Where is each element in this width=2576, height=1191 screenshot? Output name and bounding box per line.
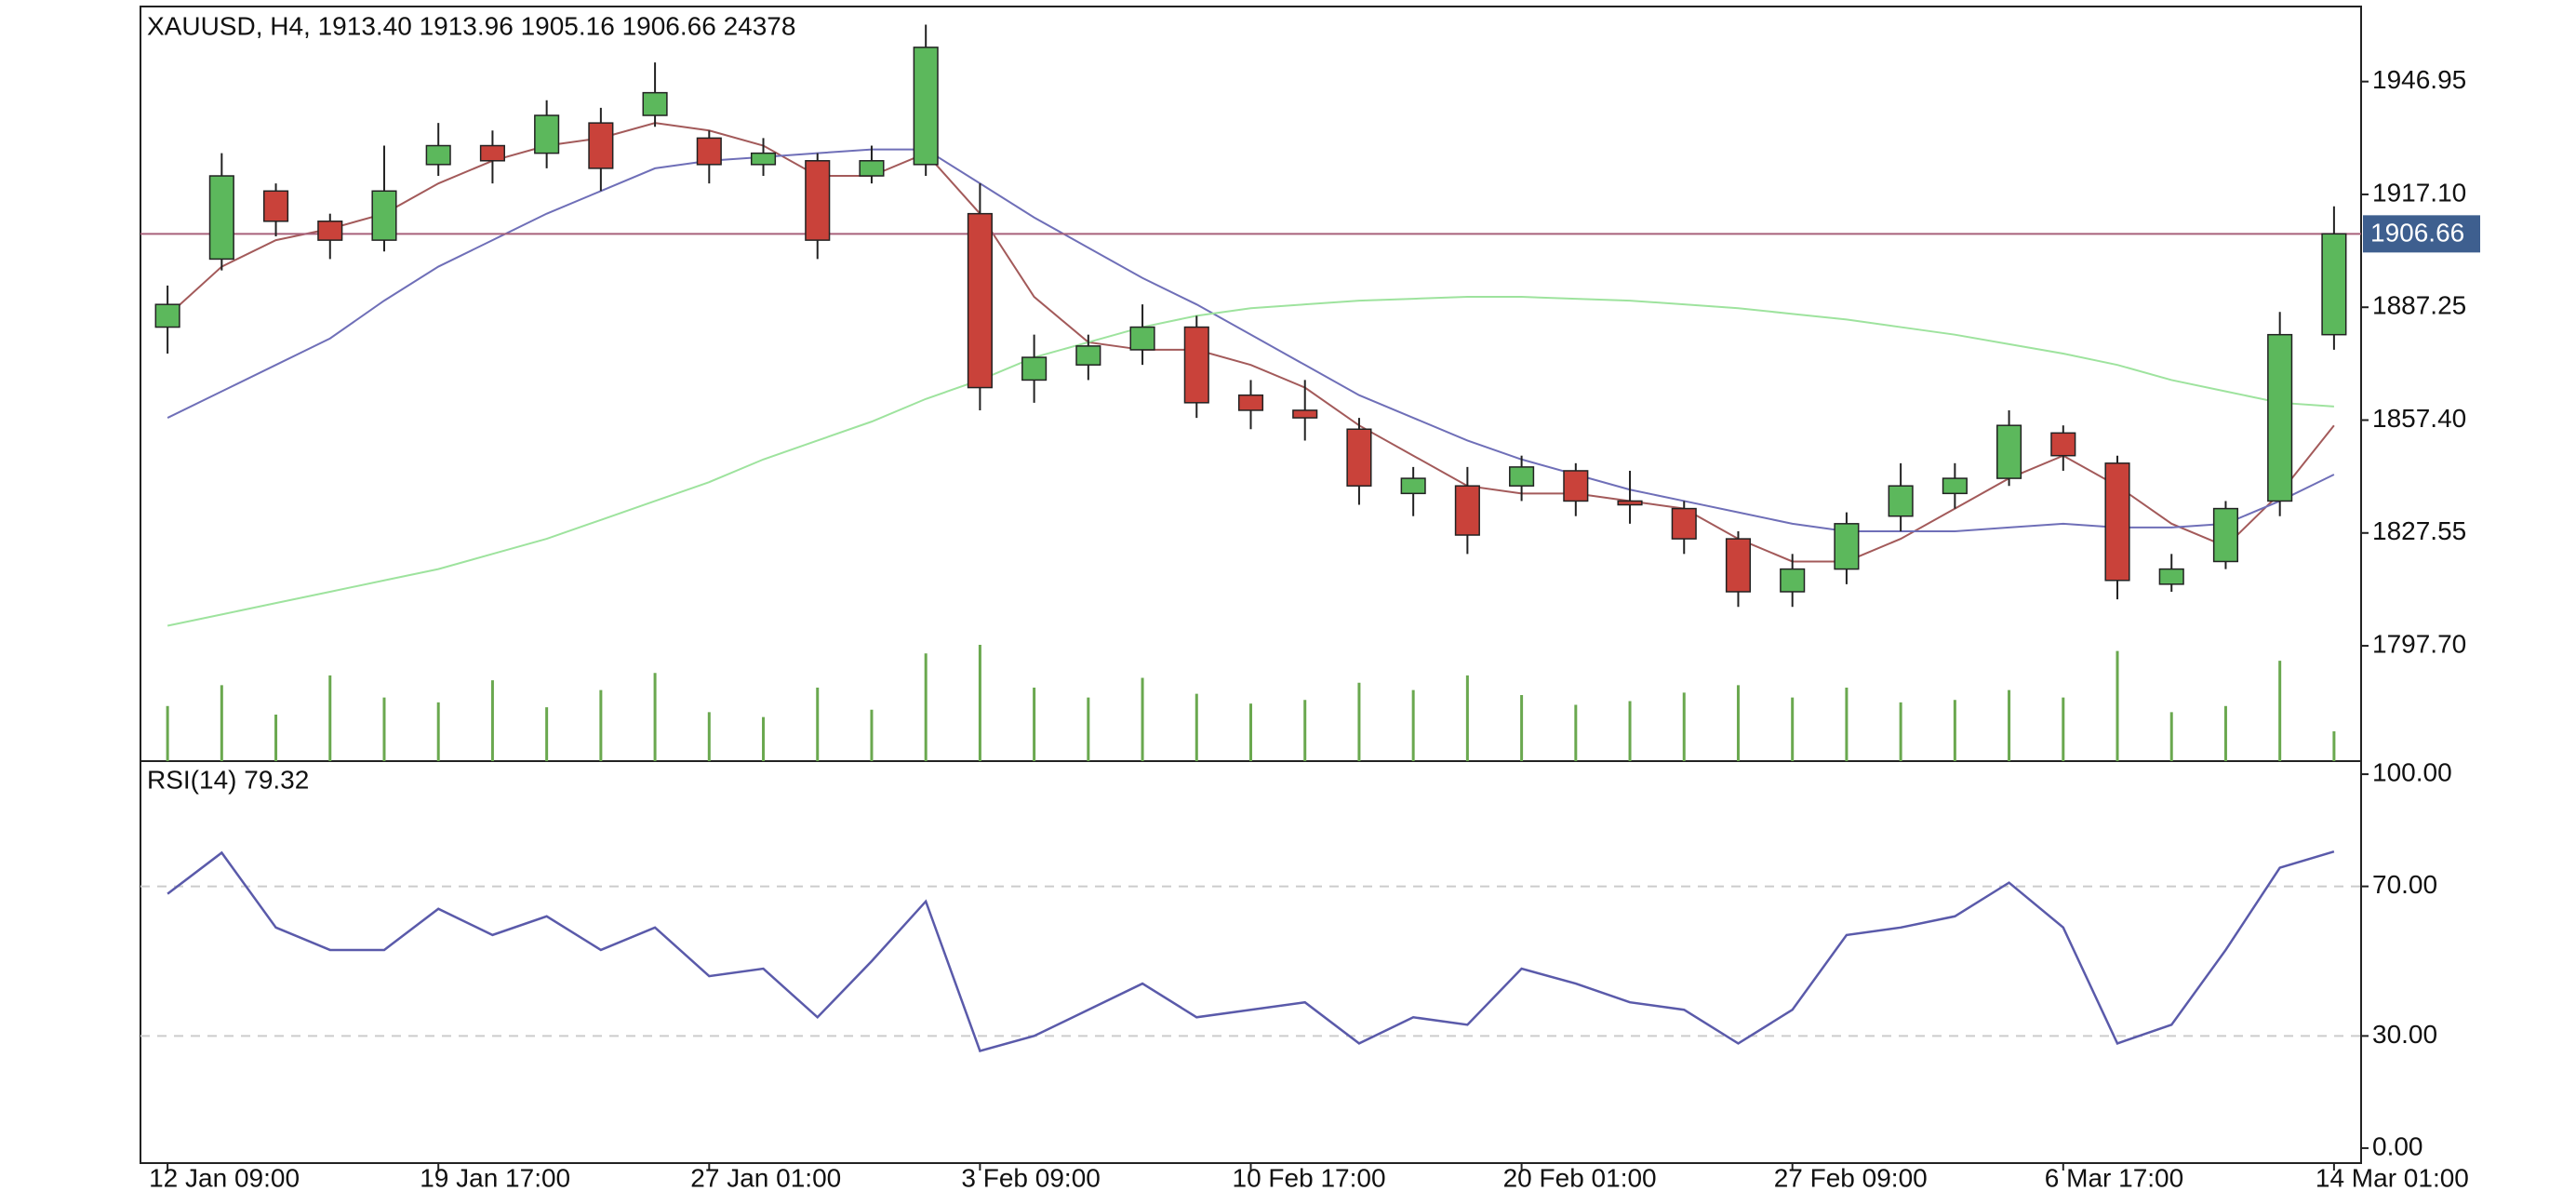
chart-title: XAUUSD, H4, 1913.40 1913.96 1905.16 1906…	[147, 11, 795, 40]
candle-body	[588, 122, 614, 169]
candle-body	[1021, 356, 1048, 381]
candle-body	[1780, 568, 1806, 593]
y-tick-label: 1887.25	[2372, 291, 2466, 320]
candle-body	[2158, 568, 2184, 585]
moving-average	[167, 122, 2335, 563]
x-tick-label: 12 Jan 09:00	[149, 1163, 300, 1191]
candle-body	[534, 114, 560, 154]
x-tick-label: 10 Feb 17:00	[1233, 1163, 1386, 1191]
candle-body	[1509, 466, 1535, 487]
candle-body	[1617, 500, 1643, 506]
x-tick-label: 3 Feb 09:00	[961, 1163, 1100, 1191]
rsi-panel	[140, 760, 2362, 1164]
candle-body	[1400, 477, 1426, 495]
candle-body	[1671, 507, 1697, 540]
last-price-label: 1906.66	[2370, 219, 2464, 248]
rsi-line	[167, 850, 2335, 1052]
moving-average	[167, 296, 2334, 627]
y-tick-label: 30.00	[2372, 1020, 2437, 1049]
candle-body	[1888, 485, 1914, 517]
candle-body	[208, 175, 234, 261]
last-price-box	[2363, 215, 2480, 253]
x-tick-label: 6 Mar 17:00	[2045, 1163, 2183, 1191]
candle-body	[1834, 523, 1860, 570]
candle-body	[154, 303, 180, 328]
candle-body	[1183, 326, 1209, 404]
candle-body	[1346, 428, 1372, 487]
candle-body	[317, 221, 343, 241]
candle-body	[642, 91, 668, 116]
candle-body	[913, 47, 939, 166]
candle-body	[1942, 477, 1968, 495]
y-tick-label: 1917.10	[2372, 178, 2466, 207]
candle-body	[1129, 326, 1155, 351]
candle-body	[1454, 485, 1480, 536]
candle-body	[750, 152, 777, 166]
candle-body	[696, 137, 722, 166]
candle-body	[1996, 424, 2022, 479]
candle-body	[2267, 333, 2293, 502]
candle-body	[1563, 470, 1589, 502]
candle-body	[479, 144, 505, 162]
candle-body	[2321, 233, 2347, 336]
moving-average	[167, 148, 2335, 532]
candle-body	[2104, 462, 2130, 582]
candle-body	[2212, 507, 2239, 563]
candle-body	[425, 144, 451, 166]
candle-body	[1292, 409, 1318, 419]
candle-body	[262, 190, 289, 222]
y-tick-label: 1946.95	[2372, 65, 2466, 94]
y-tick-label: 0.00	[2372, 1131, 2423, 1160]
y-tick-label: 1827.55	[2372, 516, 2466, 545]
candle-body	[2050, 432, 2076, 457]
candle-body	[1075, 345, 1101, 366]
candle-body	[371, 190, 397, 241]
y-tick-label: 70.00	[2372, 870, 2437, 899]
candle-body	[805, 160, 831, 241]
x-tick-label: 14 Mar 01:00	[2316, 1163, 2469, 1191]
candle-body	[1237, 394, 1264, 411]
candle-body	[859, 160, 885, 177]
x-tick-label: 19 Jan 17:00	[420, 1163, 570, 1191]
y-tick-label: 1857.40	[2372, 404, 2466, 433]
candle-body	[1725, 538, 1752, 593]
x-tick-label: 27 Feb 09:00	[1774, 1163, 1928, 1191]
candle-body	[967, 212, 993, 389]
x-tick-label: 27 Jan 01:00	[690, 1163, 841, 1191]
y-tick-label: 100.00	[2372, 757, 2452, 786]
y-tick-label: 1797.70	[2372, 629, 2466, 658]
x-tick-label: 20 Feb 01:00	[1503, 1163, 1657, 1191]
rsi-title: RSI(14) 79.32	[147, 765, 309, 794]
